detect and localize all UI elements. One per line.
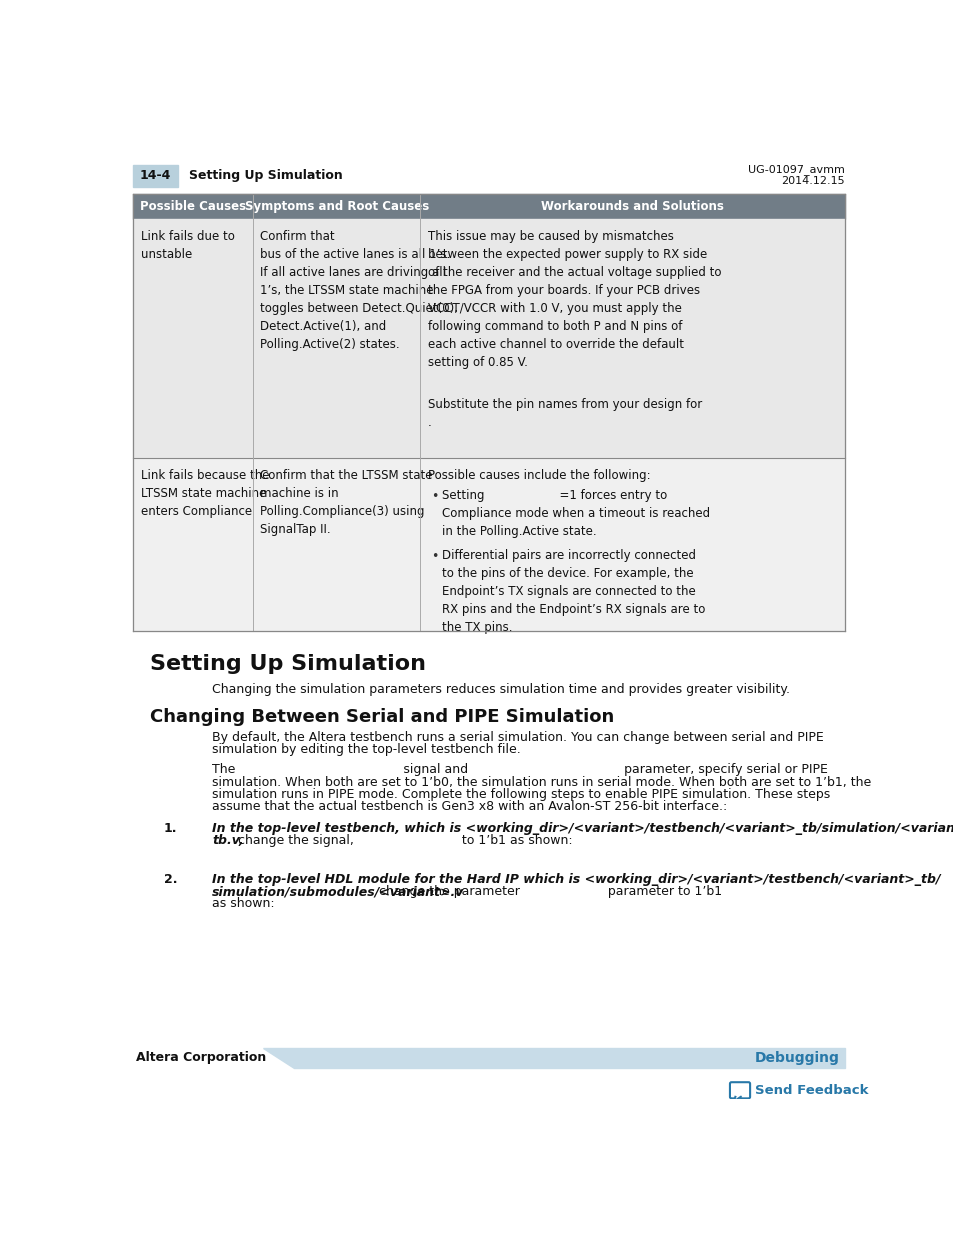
Text: •: • <box>431 550 437 563</box>
Text: In the top-level HDL module for the Hard IP which is <working_dir>/<variant>/tes: In the top-level HDL module for the Hard… <box>212 873 940 885</box>
Text: Differential pairs are incorrectly connected
to the pins of the device. For exam: Differential pairs are incorrectly conne… <box>441 548 704 634</box>
Text: Setting Up Simulation: Setting Up Simulation <box>189 169 342 183</box>
Bar <box>133 194 843 219</box>
Text: The                                          signal and                         : The signal and <box>212 763 827 777</box>
Text: Altera Corporation: Altera Corporation <box>136 1051 266 1065</box>
Text: simulation. When both are set to 1’b0, the simulation runs in serial mode. When : simulation. When both are set to 1’b0, t… <box>212 776 871 789</box>
Text: change the parameter                      parameter to 1’b1: change the parameter parameter to 1’b1 <box>375 885 721 898</box>
Text: tb.v,: tb.v, <box>212 835 244 847</box>
Bar <box>133 458 843 631</box>
Text: Possible causes include the following:: Possible causes include the following: <box>427 468 650 482</box>
Text: 1.: 1. <box>164 823 177 835</box>
Text: •: • <box>431 490 437 503</box>
Text: In the top-level testbench, which is <working_dir>/<variant>/testbench/<variant>: In the top-level testbench, which is <wo… <box>212 823 953 835</box>
Text: Debugging: Debugging <box>755 1051 840 1065</box>
Text: Setting Up Simulation: Setting Up Simulation <box>150 655 426 674</box>
Text: 2.: 2. <box>164 873 177 885</box>
Bar <box>119 148 858 190</box>
Polygon shape <box>733 1097 740 1102</box>
Polygon shape <box>262 1047 843 1067</box>
FancyBboxPatch shape <box>729 1082 749 1098</box>
Text: Substitute the pin names from your design for
.: Substitute the pin names from your desig… <box>427 398 701 429</box>
Text: simulation by editing the top-level testbench file.: simulation by editing the top-level test… <box>212 743 520 756</box>
Text: This issue may be caused by mismatches
between the expected power supply to RX s: This issue may be caused by mismatches b… <box>427 230 720 369</box>
Text: Workarounds and Solutions: Workarounds and Solutions <box>540 200 723 214</box>
Text: assume that the actual testbench is Gen3 x8 with an Avalon-ST 256-bit interface.: assume that the actual testbench is Gen3… <box>212 800 727 814</box>
Text: Link fails due to
unstable: Link fails due to unstable <box>141 230 234 261</box>
Text: 14-4: 14-4 <box>140 169 172 183</box>
Bar <box>133 165 178 186</box>
Text: Symptoms and Root Causes: Symptoms and Root Causes <box>244 200 428 214</box>
Text: Link fails because the
LTSSM state machine
enters Compliance: Link fails because the LTSSM state machi… <box>141 468 269 517</box>
Bar <box>133 219 843 458</box>
Text: 2014.12.15: 2014.12.15 <box>781 177 843 186</box>
Text: Confirm that the LTSSM state
machine is in
Polling.Compliance(3) using
SignalTap: Confirm that the LTSSM state machine is … <box>259 468 432 536</box>
Text: Confirm that
bus of the active lanes is all 1’s.
If all active lanes are driving: Confirm that bus of the active lanes is … <box>259 230 457 351</box>
Text: as shown:: as shown: <box>212 898 274 910</box>
Text: UG-01097_avmm: UG-01097_avmm <box>747 164 843 175</box>
Text: Changing the simulation parameters reduces simulation time and provides greater : Changing the simulation parameters reduc… <box>212 683 789 697</box>
Text: Possible Causes: Possible Causes <box>140 200 246 214</box>
Text: Changing Between Serial and PIPE Simulation: Changing Between Serial and PIPE Simulat… <box>150 708 614 726</box>
Text: Setting                    =1 forces entry to
Compliance mode when a timeout is : Setting =1 forces entry to Compliance mo… <box>441 489 709 537</box>
Text: Send Feedback: Send Feedback <box>754 1084 867 1097</box>
Text: By default, the Altera testbench runs a serial simulation. You can change betwee: By default, the Altera testbench runs a … <box>212 731 823 745</box>
Text: simulation runs in PIPE mode. Complete the following steps to enable PIPE simula: simulation runs in PIPE mode. Complete t… <box>212 788 830 802</box>
Text: simulation/submodules/<variant>.v: simulation/submodules/<variant>.v <box>212 885 464 898</box>
Text: change the signal,                           to 1’b1 as shown:: change the signal, to 1’b1 as shown: <box>233 835 572 847</box>
